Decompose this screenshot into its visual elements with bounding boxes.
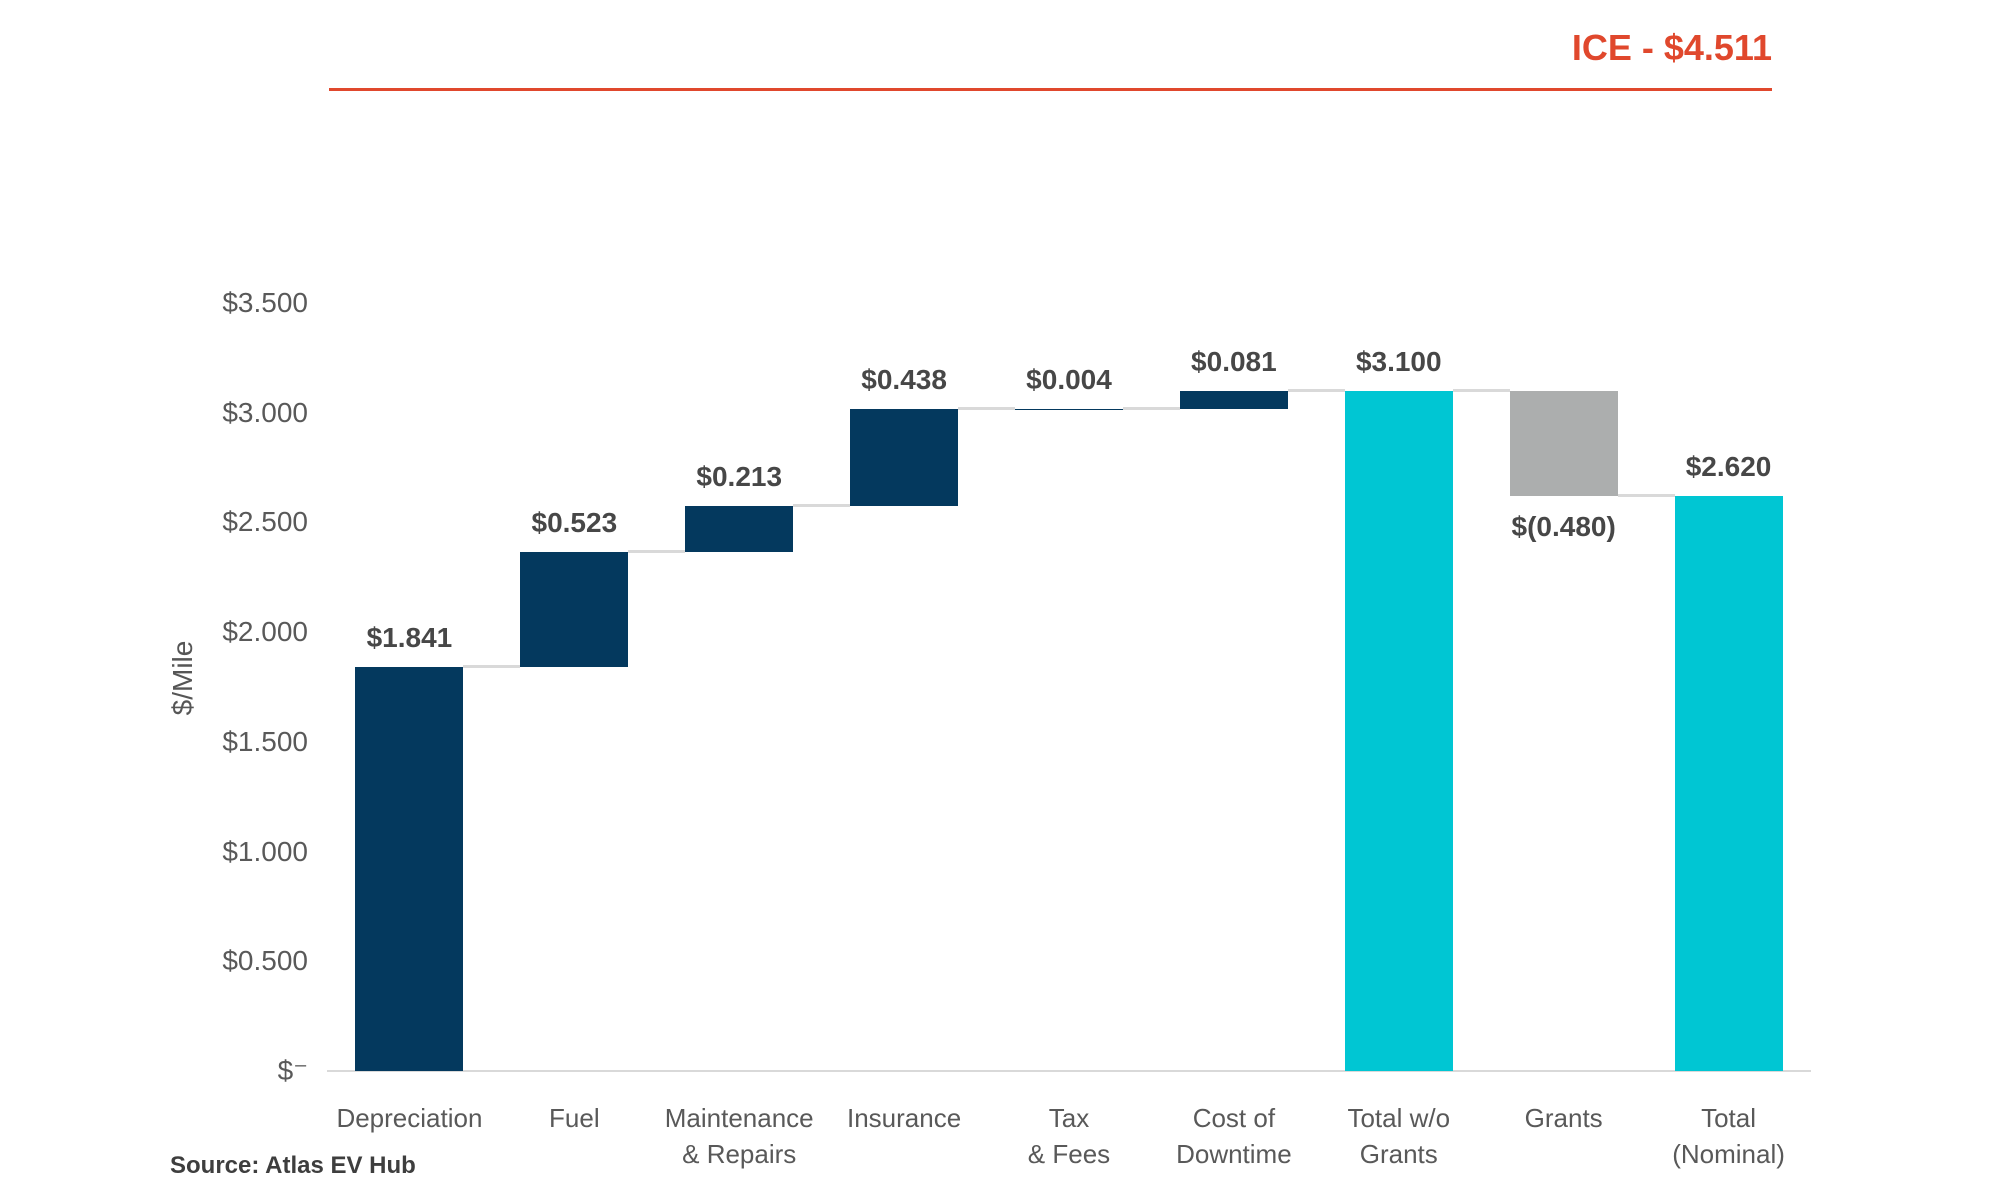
category-label-total-w-o-grants: Total w/o Grants (1306, 1100, 1491, 1172)
waterfall-connector (1452, 388, 1510, 392)
category-label-line: Tax (1048, 1103, 1090, 1133)
bar-value-label: $0.213 (696, 460, 783, 492)
category-label-grants: Grants (1471, 1100, 1656, 1136)
bar-maintenance-repairs (685, 505, 794, 553)
category-label-line: Grants (1359, 1139, 1438, 1169)
bar-value-label: $0.438 (861, 364, 947, 396)
category-label-cost-of-downtime: Cost of Downtime (1141, 1100, 1326, 1172)
category-label-line: (Nominal) (1672, 1139, 1785, 1169)
category-label-line: Insurance (847, 1103, 962, 1133)
y-tick-label: $⁻ (277, 1055, 308, 1086)
bar-insurance (850, 409, 959, 506)
category-label-line: Fuel (549, 1103, 600, 1133)
bar-value-label: $3.100 (1355, 345, 1442, 377)
category-label-line: & Repairs (682, 1139, 797, 1169)
category-label-fuel: Fuel (482, 1100, 667, 1136)
x-axis-line (327, 1070, 1811, 1072)
category-label-line: Cost of (1192, 1103, 1276, 1133)
waterfall-connector (628, 550, 686, 554)
waterfall-connector (1617, 494, 1675, 498)
waterfall-connector (463, 665, 521, 669)
chart-title: ICE - $4.511 (1571, 27, 1772, 68)
y-tick-label: $3.500 (222, 286, 308, 318)
category-label-line: Depreciation (336, 1103, 483, 1133)
category-label-line: Total (1701, 1103, 1756, 1133)
category-label-line: Downtime (1176, 1139, 1292, 1169)
bar-value-label: $0.523 (531, 507, 618, 539)
bar-fuel (520, 552, 629, 668)
bar-value-label: $2.620 (1685, 451, 1772, 483)
category-label-line: & Fees (1027, 1139, 1111, 1169)
y-tick-label: $1.000 (222, 835, 308, 867)
title-underline-rule (329, 88, 1772, 91)
bar-tax-fees (1015, 408, 1123, 410)
category-label-depreciation: Depreciation (317, 1100, 502, 1136)
y-tick-label: $0.500 (222, 945, 308, 977)
bar-total-nominal (1674, 496, 1783, 1071)
y-tick-label: $2.000 (222, 616, 308, 648)
source-note: Source: Atlas EV Hub (170, 1152, 416, 1179)
bar-value-label: $0.004 (1026, 363, 1112, 395)
bar-cost-of-downtime (1179, 390, 1288, 409)
category-label-line: Total w/o (1347, 1103, 1451, 1133)
y-tick-label: $2.500 (222, 506, 308, 538)
category-label-line: Grants (1524, 1103, 1603, 1133)
category-label-insurance: Insurance (812, 1100, 997, 1136)
bar-value-label: $0.081 (1191, 345, 1277, 377)
y-tick-label: $3.000 (222, 396, 308, 428)
waterfall-connector (1123, 406, 1180, 410)
bar-grants (1509, 390, 1618, 497)
waterfall-connector (1287, 388, 1345, 392)
bar-value-label: $1.841 (366, 622, 453, 654)
category-label-total-nominal: Total (Nominal) (1636, 1100, 1821, 1172)
y-tick-label: $1.500 (222, 725, 308, 757)
waterfall-connector (793, 503, 851, 507)
category-label-tax-fees: Tax & Fees (977, 1100, 1162, 1172)
bar-depreciation (355, 667, 464, 1071)
bar-value-label: $(0.480) (1511, 511, 1616, 543)
category-label-line: Maintenance (664, 1103, 814, 1133)
bar-total-w-o-grants (1344, 390, 1453, 1071)
waterfall-connector (958, 407, 1015, 411)
category-label-maintenance-repairs: Maintenance & Repairs (647, 1100, 832, 1172)
